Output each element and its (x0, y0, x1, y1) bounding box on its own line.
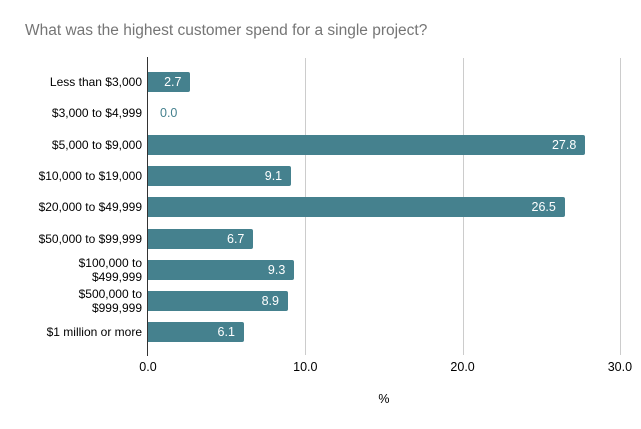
category-label: $500,000 to $999,999 (78, 287, 142, 316)
bar-value-label: 9.3 (267, 262, 286, 277)
bar-value-label: 2.7 (164, 75, 182, 89)
category-label: $50,000 to $99,999 (38, 231, 142, 246)
y-axis-line (147, 57, 148, 356)
bar[interactable] (148, 259, 295, 280)
category-label: $10,000 to $19,000 (38, 168, 142, 183)
bar-value-label: 26.5 (531, 200, 556, 215)
bar-value-label: 6.7 (227, 231, 245, 246)
bar-value-label: 9.1 (264, 168, 283, 183)
bar[interactable] (148, 228, 254, 249)
category-label: Less than $3,000 (49, 75, 142, 89)
x-tick-label: 20.0 (450, 360, 475, 374)
category-label: $5,000 to $9,000 (51, 137, 142, 152)
bar[interactable] (148, 165, 292, 186)
bar[interactable] (148, 72, 191, 92)
bar-value-label: 27.8 (551, 137, 577, 152)
bar[interactable] (148, 322, 244, 343)
bar[interactable] (148, 134, 586, 155)
category-label: $20,000 to $49,999 (38, 200, 142, 215)
x-tick-label: 0.0 (139, 360, 157, 374)
category-label: $3,000 to $4,999 (51, 106, 142, 121)
bar[interactable] (148, 291, 288, 312)
x-tick-label: 30.0 (607, 360, 633, 374)
gridline (619, 58, 621, 355)
x-tick-label: 10.0 (293, 360, 318, 374)
x-axis-title: % (378, 392, 390, 406)
category-label: $100,000 to $499,999 (78, 255, 142, 284)
bar-value-label: 6.1 (217, 325, 235, 340)
bar-value-label: 8.9 (261, 294, 279, 309)
bar-value-label: 0.0 (160, 106, 178, 121)
chart-title: What was the highest customer spend for … (25, 22, 428, 39)
bar[interactable] (148, 197, 565, 218)
category-label: $1 million or more (46, 325, 142, 340)
